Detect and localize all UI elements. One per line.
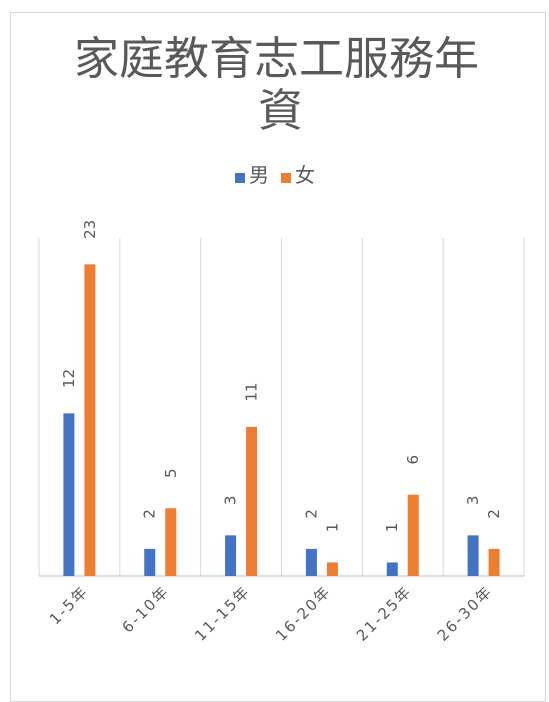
- tick-label-3: 16-20年: [272, 582, 335, 645]
- data-label-male-4: 1: [383, 523, 401, 533]
- bar-female-5: [488, 548, 500, 576]
- tick-label-1: 6-10年: [119, 582, 173, 636]
- bar-male-0: [63, 413, 75, 576]
- tick-label-0: 1-5年: [46, 582, 92, 628]
- data-label-female-3: 1: [323, 523, 341, 533]
- data-label-female-4: 6: [404, 455, 422, 465]
- data-label-female-0: 23: [81, 220, 99, 239]
- bar-female-0: [84, 264, 96, 576]
- bar-female-3: [326, 562, 338, 576]
- tick-label-5: 26-30年: [434, 582, 497, 645]
- data-label-female-1: 5: [162, 468, 180, 478]
- bar-male-2: [225, 535, 237, 576]
- data-label-male-1: 2: [141, 509, 159, 519]
- data-label-male-2: 3: [222, 496, 240, 506]
- tick-label-2: 11-15年: [191, 582, 254, 645]
- data-label-male-5: 3: [464, 496, 482, 506]
- data-label-male-0: 12: [60, 369, 78, 388]
- bar-female-1: [165, 508, 177, 576]
- bar-male-4: [386, 562, 398, 576]
- legend-label-male: 男: [249, 163, 269, 187]
- legend-item-male: 男: [235, 163, 269, 187]
- bar-male-5: [467, 535, 479, 576]
- legend-label-female: 女: [295, 163, 315, 187]
- legend-item-female: 女: [281, 163, 315, 187]
- chart-title-line-2: 資: [258, 84, 304, 137]
- data-label-male-3: 2: [302, 509, 320, 519]
- bar-female-4: [407, 494, 419, 576]
- bar-female-2: [246, 426, 258, 576]
- chart-title-line-1: 家庭教育志工服務年: [74, 32, 480, 85]
- legend-swatch-female: [281, 173, 291, 183]
- data-label-female-2: 11: [243, 382, 261, 401]
- legend-swatch-male: [235, 173, 245, 183]
- bar-chart: 12231-5年256-10年31111-15年2116-20年1621-25年…: [38, 220, 525, 645]
- bar-male-1: [144, 548, 156, 576]
- legend: 男 女: [235, 163, 327, 187]
- tick-label-4: 21-25年: [353, 582, 416, 645]
- data-label-female-5: 2: [485, 509, 503, 519]
- bar-male-3: [305, 548, 317, 576]
- chart-frame: [10, 12, 546, 702]
